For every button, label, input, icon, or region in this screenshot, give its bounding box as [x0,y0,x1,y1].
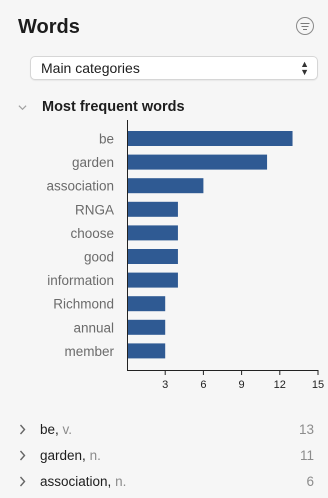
bar [128,296,166,312]
x-tick-label: 6 [200,379,206,391]
bar [128,178,204,194]
word: garden, [40,448,86,463]
section-header-most-frequent-words[interactable]: Most frequent words [18,99,318,119]
x-tick-label: 9 [239,379,245,391]
bar [128,343,166,359]
bar-label: RNGA [75,202,114,217]
panel-title: Words [18,16,80,38]
x-tick-label: 12 [274,379,286,391]
bar-label: annual [73,320,114,335]
list-item[interactable]: be, v. 13 [18,419,318,445]
word: be, [40,422,59,437]
list-item[interactable]: garden, n. 11 [18,445,318,471]
word-frequency-chart: be garden association RNGA choose good informa… [46,120,324,391]
bar-label: member [64,344,114,359]
bar [128,249,178,264]
bar [128,225,178,241]
bar [128,319,166,335]
word-count: 11 [299,448,314,463]
chevron-down-icon [18,105,27,111]
word-count: 13 [298,422,314,437]
x-tick-label: 3 [162,379,168,391]
category-select-value: Main categories [41,60,140,76]
word: association, [40,474,112,489]
bar [128,272,178,288]
chevron-updown-icon: ▲ ▼ [300,59,309,77]
list-item[interactable]: association, n. 6 [18,471,318,497]
part-of-speech: n. [115,474,127,489]
bar [128,131,293,146]
bar-label: choose [70,226,114,241]
panel-header: Words [18,14,316,40]
filter-menu-icon[interactable] [296,17,314,35]
word-list: be, v. 13 garden, n. 11 association, n. … [18,419,318,497]
part-of-speech: n. [89,448,101,463]
word-count: 6 [306,474,314,489]
chevron-right-icon [19,450,26,461]
bar [128,201,178,217]
bar-label: be [99,132,114,147]
x-tick-label: 15 [312,379,324,391]
bar [128,154,268,170]
section-title: Most frequent words [42,99,185,115]
bar-label: information [47,273,114,288]
bar-label: good [84,250,114,265]
chevron-right-icon [19,476,26,487]
chevron-right-icon [19,424,26,435]
bar-label: Richmond [53,297,114,312]
bar-label: association [46,179,114,194]
category-select[interactable]: Main categories ▲ ▼ [30,56,318,80]
bar-label: garden [72,155,114,170]
part-of-speech: v. [62,422,73,437]
